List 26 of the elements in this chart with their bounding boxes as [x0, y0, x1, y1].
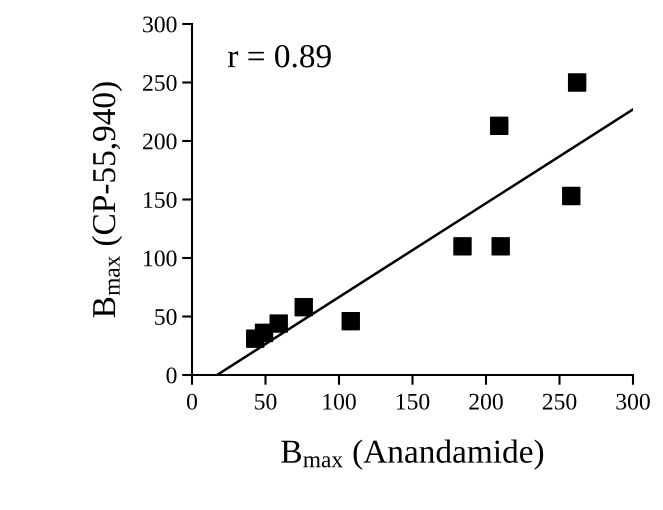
x-axis-title: B$_{max}$ (Anandamide): [281, 439, 544, 470]
x-tick-label: 0: [186, 394, 198, 410]
x-tick-label: 250: [542, 394, 576, 410]
point: [568, 73, 586, 92]
y-tick-label: 300: [143, 16, 177, 32]
point: [490, 116, 508, 135]
annotation: r = 0.89: [228, 44, 331, 68]
y-tick-label: 0: [166, 367, 177, 384]
y-tick-label: 100: [144, 250, 177, 266]
point: [562, 186, 580, 206]
x-tick-label: 100: [323, 394, 356, 410]
point: [453, 237, 472, 256]
y-axis-title: B$_{max}$ (CP-55,940): [92, 82, 122, 318]
x-tick-label: 300: [616, 394, 650, 410]
point: [270, 314, 288, 333]
x-tick-label: 200: [469, 394, 503, 410]
y-tick-label: 50: [155, 308, 177, 325]
point: [254, 324, 274, 342]
y-tick-label: 200: [143, 133, 177, 150]
x-tick-label: 50: [255, 394, 276, 410]
point: [342, 312, 360, 330]
x-tick-label: 150: [396, 394, 430, 410]
point: [492, 237, 510, 256]
y-tick-label: 250: [143, 74, 177, 91]
point: [294, 298, 313, 316]
y-tick-label: 150: [144, 192, 177, 208]
